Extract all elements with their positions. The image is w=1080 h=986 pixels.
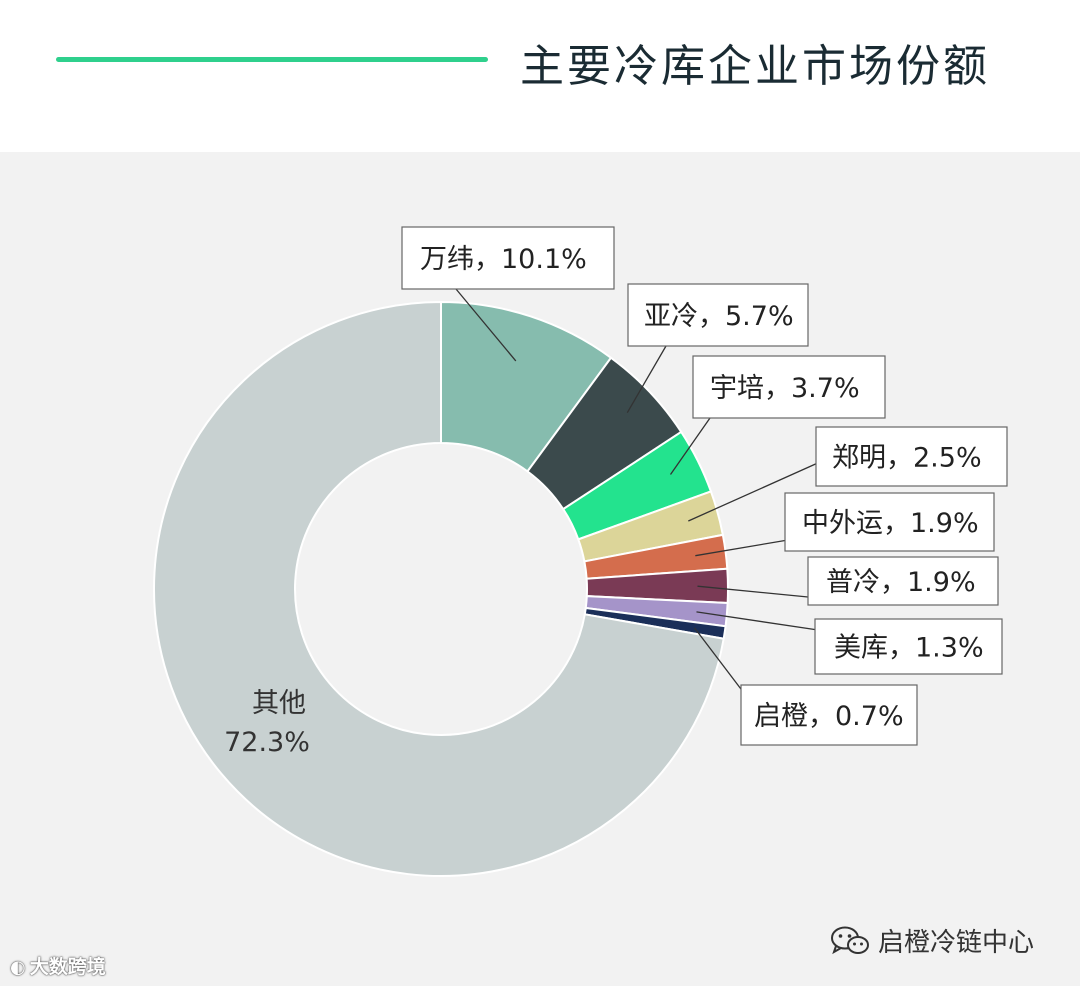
label-box-8	[740, 684, 918, 746]
leader-line-7	[696, 611, 819, 631]
slices-group	[153, 300, 729, 877]
leader-line-8	[694, 627, 748, 698]
data-label-other-name: 其他	[252, 688, 306, 719]
slice-9	[153, 300, 725, 877]
leaders-group	[455, 288, 821, 698]
header: 主要冷库企业市场份额	[0, 0, 1080, 150]
data-label-1: 万纬，10.1%	[420, 244, 587, 275]
watermark-left: ◐ 大数跨境	[10, 952, 106, 979]
header-accent-line	[56, 57, 488, 62]
label-box-7	[814, 618, 1003, 675]
label-box-2	[627, 283, 809, 347]
data-label-3: 宇培，3.7%	[710, 373, 860, 404]
watermark-right: 启橙冷链中心	[830, 922, 1034, 959]
weibo-icon: ◐	[10, 957, 26, 978]
data-label-4: 郑明，2.5%	[832, 443, 982, 474]
data-label-8: 启橙，0.7%	[754, 701, 904, 732]
page-title: 主要冷库企业市场份额	[520, 41, 990, 92]
data-label-5: 中外运，1.9%	[802, 508, 979, 539]
leader-line-2	[626, 345, 667, 414]
wechat-icon	[831, 926, 869, 954]
watermark-left-text: 大数跨境	[29, 956, 106, 978]
data-label-2: 亚冷，5.7%	[644, 301, 794, 332]
leader-line-4	[688, 461, 821, 522]
labels-group: 万纬，10.1% 亚冷，5.7% 宇培，3.7% 郑明，2.5% 中外运，1.9% 普冷，…	[224, 226, 1008, 758]
label-box-3	[692, 355, 886, 419]
label-box-6	[807, 556, 999, 606]
leader-line-3	[669, 417, 711, 475]
label-box-1	[401, 226, 615, 290]
leader-line-1	[455, 288, 517, 362]
data-label-other-value: 72.3%	[224, 727, 310, 758]
data-label-7: 美库，1.3%	[834, 633, 984, 664]
leader-line-5	[695, 539, 789, 557]
data-label-6: 普冷，1.9%	[826, 567, 976, 598]
watermark-right-text: 启橙冷链中心	[878, 928, 1035, 958]
label-box-5	[784, 492, 995, 552]
leader-line-6	[697, 585, 809, 598]
label-box-4	[815, 426, 1008, 487]
